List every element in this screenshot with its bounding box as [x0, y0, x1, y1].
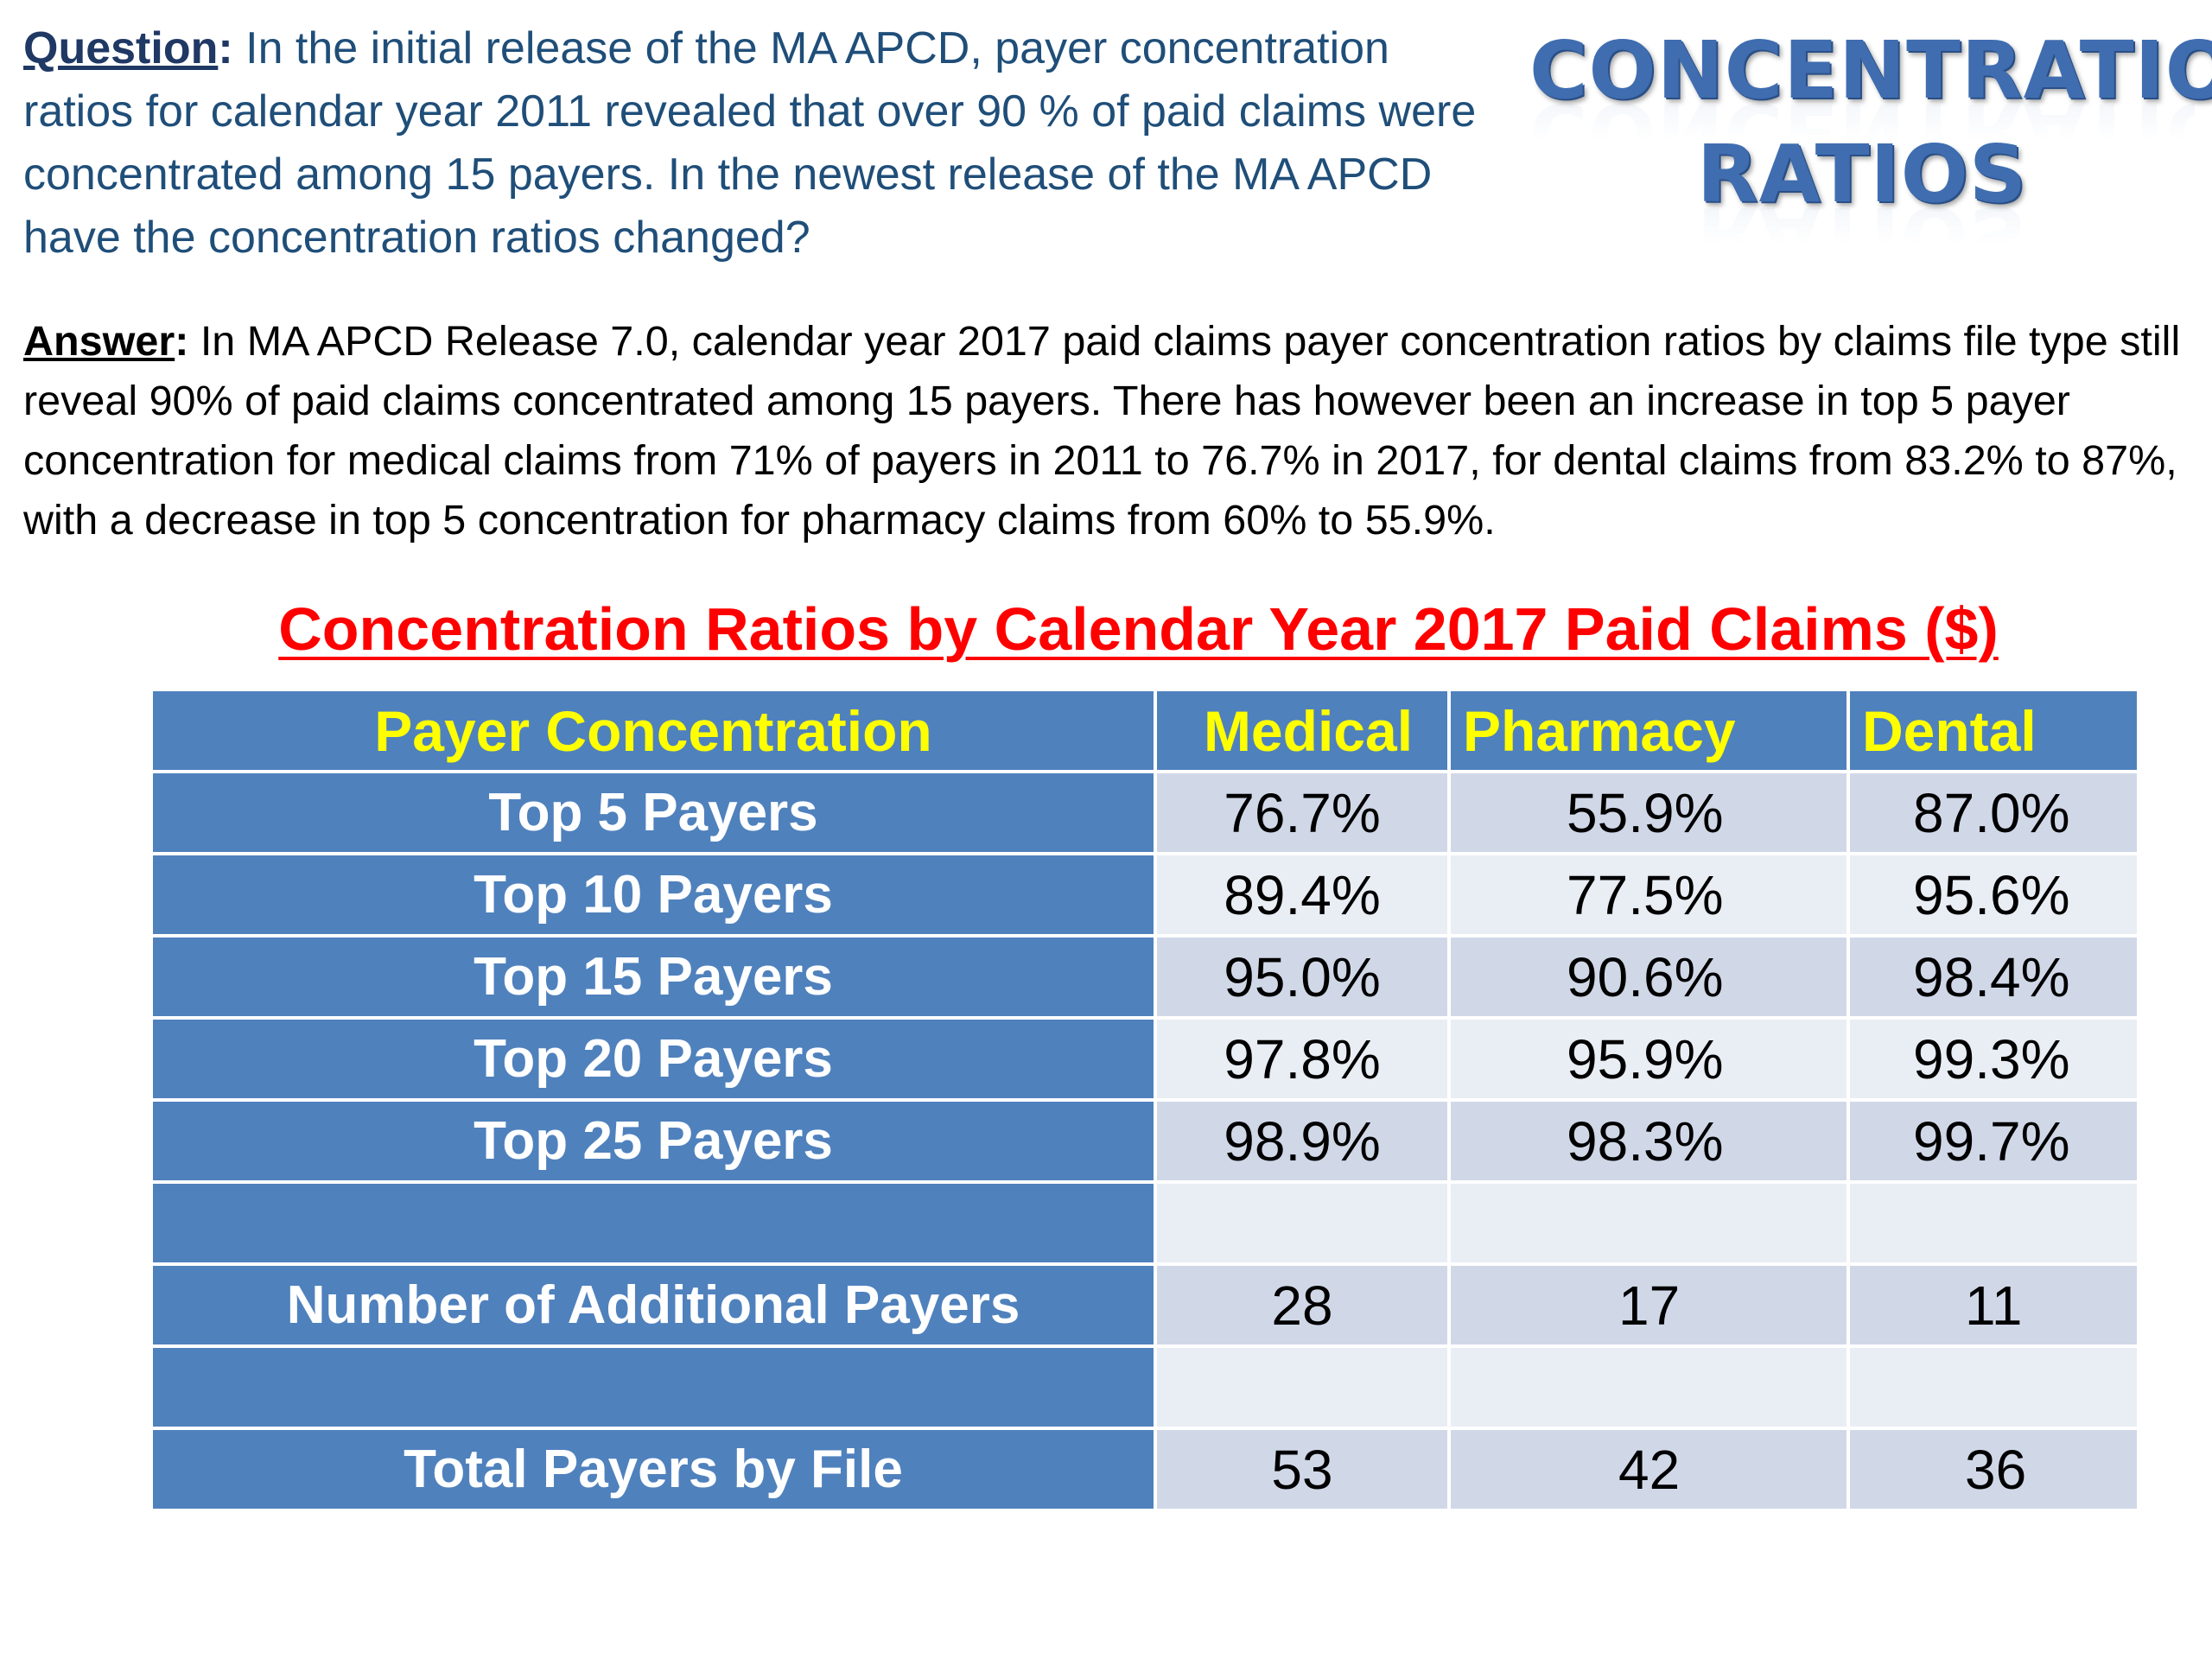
- cell-pharmacy: 55.9%: [1447, 770, 1850, 855]
- cell-medical: 97.8%: [1154, 1016, 1451, 1102]
- cell-pharmacy: 95.9%: [1447, 1016, 1850, 1102]
- heading-line-1: CONCENTRATION: [1529, 19, 2212, 123]
- cell-medical: 53: [1154, 1427, 1451, 1512]
- table-row-top-20: Top 20 Payers 97.8% 95.9% 99.3%: [149, 1016, 2140, 1102]
- table-row-top-15: Top 15 Payers 95.0% 90.6% 98.4%: [149, 934, 2140, 1020]
- question-colon: :: [218, 23, 233, 73]
- table-header-row: Payer Concentration Medical Pharmacy Den…: [149, 688, 2140, 773]
- row-label: Number of Additional Payers: [149, 1262, 1157, 1348]
- cell-dental: 87.0%: [1847, 770, 2140, 855]
- cell-pharmacy: 17: [1447, 1262, 1850, 1348]
- table-row-additional-payers: Number of Additional Payers 28 17 11: [149, 1262, 2140, 1348]
- question-text: In the initial release of the MA APCD, p…: [23, 23, 1477, 263]
- cell-medical: 89.4%: [1154, 852, 1451, 938]
- cell-medical: [1154, 1180, 1451, 1266]
- cell-dental: 11: [1847, 1262, 2140, 1348]
- cell-pharmacy: 90.6%: [1447, 934, 1850, 1020]
- table-row-total-payers: Total Payers by File 53 42 36: [149, 1427, 2140, 1512]
- cell-medical: 28: [1154, 1262, 1451, 1348]
- cell-dental: [1847, 1180, 2140, 1266]
- question-label: Question: [23, 23, 219, 73]
- answer-paragraph: Answer: In MA APCD Release 7.0, calendar…: [23, 312, 2192, 550]
- cell-medical: [1154, 1344, 1451, 1430]
- header-payer-concentration: Payer Concentration: [149, 688, 1157, 773]
- cell-dental: 99.7%: [1847, 1098, 2140, 1184]
- header-pharmacy: Pharmacy: [1447, 688, 1850, 773]
- cell-medical: 98.9%: [1154, 1098, 1451, 1184]
- cell-dental: [1847, 1344, 2140, 1430]
- cell-pharmacy: [1447, 1344, 1850, 1430]
- answer-text: In MA APCD Release 7.0, calendar year 20…: [23, 318, 2181, 543]
- table-row-top-25: Top 25 Payers 98.9% 98.3% 99.7%: [149, 1098, 2140, 1184]
- cell-pharmacy: 77.5%: [1447, 852, 1850, 938]
- row-label: [149, 1344, 1157, 1430]
- cell-dental: 95.6%: [1847, 852, 2140, 938]
- cell-pharmacy: 98.3%: [1447, 1098, 1850, 1184]
- table-row-top-10: Top 10 Payers 89.4% 77.5% 95.6%: [149, 852, 2140, 938]
- row-label: Top 15 Payers: [149, 934, 1157, 1020]
- heading-line-2: RATIOS: [1529, 123, 2195, 226]
- cell-pharmacy: [1447, 1180, 1850, 1266]
- cell-medical: 95.0%: [1154, 934, 1451, 1020]
- answer-colon: :: [175, 318, 189, 365]
- slide-heading: CONCENTRATION RATIOS: [1529, 19, 2212, 226]
- concentration-table: Payer Concentration Medical Pharmacy Den…: [149, 688, 2140, 1512]
- table-title: Concentration Ratios by Calendar Year 20…: [278, 595, 1999, 663]
- cell-dental: 36: [1847, 1427, 2140, 1512]
- header-medical: Medical: [1154, 688, 1451, 773]
- table-row-top-5: Top 5 Payers 76.7% 55.9% 87.0%: [149, 770, 2140, 855]
- row-label: [149, 1180, 1157, 1266]
- table-row-spacer: [149, 1180, 2140, 1266]
- row-label: Total Payers by File: [149, 1427, 1157, 1512]
- cell-dental: 99.3%: [1847, 1016, 2140, 1102]
- row-label: Top 5 Payers: [149, 770, 1157, 855]
- answer-label: Answer: [23, 318, 175, 365]
- cell-medical: 76.7%: [1154, 770, 1451, 855]
- row-label: Top 20 Payers: [149, 1016, 1157, 1102]
- cell-dental: 98.4%: [1847, 934, 2140, 1020]
- cell-pharmacy: 42: [1447, 1427, 1850, 1512]
- table-row-spacer: [149, 1344, 2140, 1430]
- row-label: Top 25 Payers: [149, 1098, 1157, 1184]
- header-dental: Dental: [1847, 688, 2140, 773]
- question-paragraph: Question: In the initial release of the …: [23, 17, 1492, 270]
- row-label: Top 10 Payers: [149, 852, 1157, 938]
